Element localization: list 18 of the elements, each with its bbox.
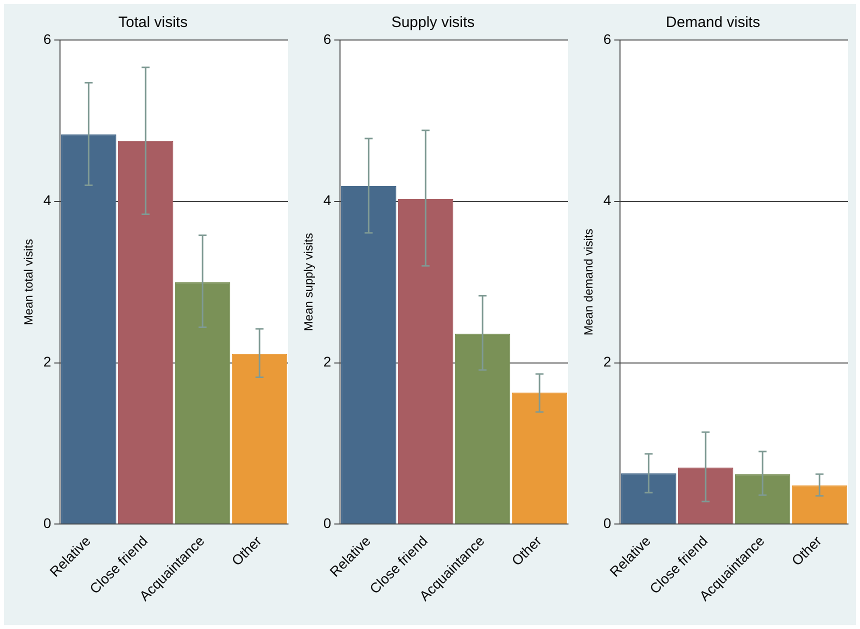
y-tick-label: 0 — [323, 514, 332, 531]
y-tick-label: 0 — [43, 514, 52, 531]
y-tick-label: 0 — [603, 514, 612, 531]
y-tick-label: 6 — [43, 30, 52, 47]
y-tick-label: 6 — [323, 30, 332, 47]
y-tick-label: 2 — [323, 354, 332, 370]
y-axis-title: Mean supply visits — [302, 233, 316, 332]
chart-title: Demand visits — [666, 14, 760, 32]
y-tick-label: 4 — [43, 192, 52, 208]
y-tick-label: 2 — [43, 354, 52, 370]
y-axis-title: Mean demand visits — [582, 228, 596, 336]
y-tick-label: 4 — [603, 192, 612, 208]
y-tick-label: 2 — [603, 354, 612, 370]
y-tick-label: 6 — [603, 30, 612, 47]
y-axis-title: Mean total visits — [22, 239, 36, 326]
chart-title: Supply visits — [391, 14, 475, 32]
y-tick-label: 4 — [323, 192, 332, 208]
chart-title: Total visits — [118, 14, 188, 32]
